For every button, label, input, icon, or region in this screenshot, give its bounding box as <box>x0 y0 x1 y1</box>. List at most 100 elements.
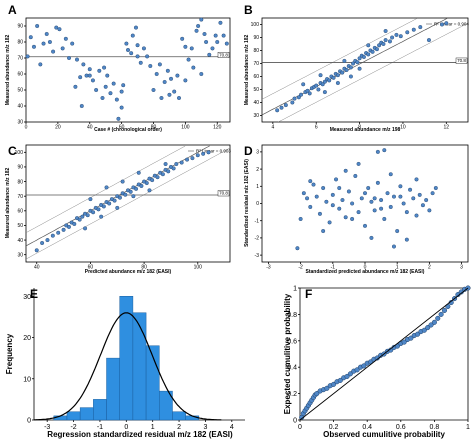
x-tick-label: 3 <box>460 265 463 271</box>
x-tick-label: 0.4 <box>362 424 372 431</box>
data-point <box>398 34 403 39</box>
data-point <box>314 391 320 397</box>
data-point <box>67 56 72 61</box>
x-tick-label: 4 <box>230 424 234 431</box>
data-point <box>388 204 393 209</box>
data-point <box>382 148 387 153</box>
x-tick-label: 80 <box>141 265 147 271</box>
data-point <box>370 49 375 54</box>
data-point <box>104 185 109 190</box>
y-axis-label: Standardized residual m/z 182 (EASI) <box>244 159 250 247</box>
data-point <box>129 51 134 56</box>
data-point <box>382 216 387 221</box>
histogram-bar <box>66 411 81 421</box>
y-tick-label: 70 <box>253 61 259 67</box>
confidence-band-line <box>25 147 231 260</box>
data-point <box>157 62 162 67</box>
y-axis-label: Measured abundance m/z 182 <box>244 34 250 105</box>
data-point <box>379 198 384 203</box>
data-point <box>444 21 449 26</box>
data-point <box>96 207 101 212</box>
data-point <box>366 186 371 191</box>
y-tick-label: 0.8 <box>287 312 297 319</box>
data-point <box>383 29 388 34</box>
data-point <box>167 92 172 97</box>
x-tick-label: 6 <box>315 125 318 131</box>
data-point <box>107 201 112 206</box>
x-tick-label: -3 <box>44 424 50 431</box>
data-point <box>426 38 431 43</box>
data-point <box>348 65 353 70</box>
data-point <box>190 156 195 161</box>
data-point <box>361 55 366 60</box>
y-tick-label: 80 <box>17 179 23 185</box>
data-point <box>307 91 312 96</box>
y-tick-label: 0 <box>27 418 31 425</box>
normal-curve <box>34 312 222 421</box>
data-point <box>94 87 99 92</box>
y-tick-label: 60 <box>17 209 23 215</box>
panel-letter: D <box>244 144 253 158</box>
data-point <box>135 54 140 59</box>
data-point <box>292 96 297 101</box>
y-axis-label: Expected cumulitive probability <box>283 293 292 414</box>
y-tick-label: 10 <box>23 376 31 383</box>
data-point <box>435 315 441 321</box>
data-point <box>120 179 125 184</box>
data-point <box>56 230 61 235</box>
x-tick-label: -2 <box>70 424 76 431</box>
y-tick-label: 30 <box>23 294 31 301</box>
data-point <box>415 331 421 337</box>
data-point <box>316 87 321 92</box>
data-point <box>308 179 313 184</box>
data-point <box>47 40 52 45</box>
data-point <box>155 175 160 180</box>
data-point <box>398 184 403 189</box>
data-point <box>207 52 212 57</box>
x-axis-label: Regression standardized residual m/z 182… <box>47 430 233 439</box>
histogram-bar <box>79 407 94 421</box>
y-tick-label: 30 <box>253 113 259 119</box>
data-point <box>78 75 83 80</box>
data-point <box>395 229 400 234</box>
data-point <box>174 162 179 167</box>
data-point <box>375 180 380 185</box>
data-point <box>54 25 59 30</box>
data-point <box>116 116 121 121</box>
data-point <box>100 95 105 100</box>
y-axis-label: Frequency <box>5 333 14 374</box>
data-point <box>295 246 300 251</box>
y-tick-label: 30 <box>17 120 23 126</box>
data-point <box>91 210 96 215</box>
data-point <box>321 186 326 191</box>
y-axis-label: Measured abundance m/z 182 <box>5 34 11 105</box>
x-tick-label: 0.2 <box>329 424 339 431</box>
data-point <box>40 240 45 245</box>
data-point <box>28 35 33 40</box>
x-tick-label: 2 <box>428 265 431 271</box>
data-point <box>314 83 319 88</box>
x-axis-label: Measured abundance m/z 198 <box>330 127 401 133</box>
data-point <box>138 60 143 65</box>
data-point <box>163 162 168 167</box>
data-point <box>342 58 347 63</box>
y-tick-label: 1 <box>256 184 259 190</box>
diagonal-reference-line <box>299 287 469 421</box>
data-point <box>320 82 325 87</box>
y-tick-label: 80 <box>17 40 23 46</box>
data-point <box>375 149 380 154</box>
data-point <box>340 198 345 203</box>
data-point <box>305 196 310 201</box>
data-point <box>301 82 306 87</box>
data-point <box>428 322 434 328</box>
data-point <box>119 89 124 94</box>
data-point <box>347 371 353 377</box>
legend-label: R² Linear = 0.903 <box>196 149 231 154</box>
data-point <box>130 33 135 38</box>
data-point <box>385 191 390 196</box>
reference-label: 70.8 <box>219 191 228 196</box>
y-tick-label: 30 <box>17 252 23 258</box>
x-tick-label: -1 <box>97 424 103 431</box>
data-point <box>344 67 349 72</box>
